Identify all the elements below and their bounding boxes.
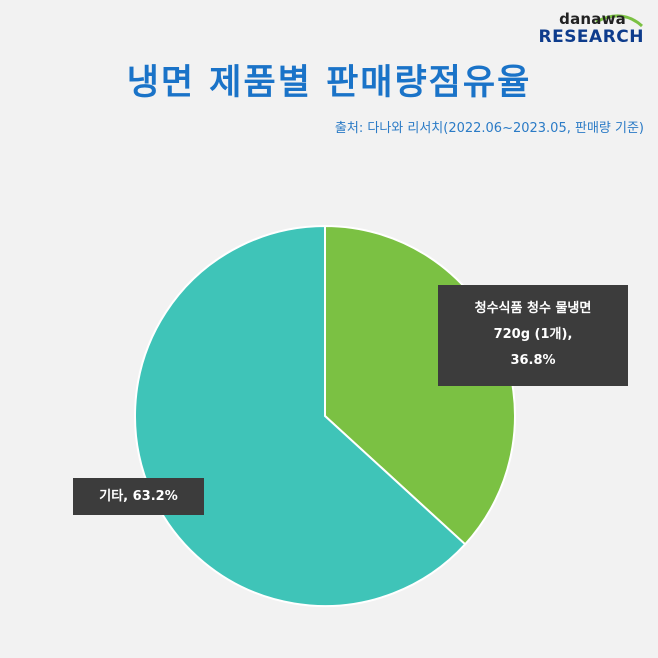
- chart-title: 냉면 제품별 판매량점유율: [126, 63, 532, 103]
- logo-arc-icon: [595, 14, 644, 28]
- danawa-research-logo: danawa RESEARCH: [534, 10, 644, 50]
- logo-research-text: RESEARCH: [538, 27, 644, 47]
- data-label-other-line1: 기타, 63.2%: [99, 489, 178, 504]
- data-label-cheongsu-line3: 36.8%: [510, 353, 556, 368]
- data-label-cheongsu: 청수식품 청수 물냉면 720g (1개), 36.8%: [438, 285, 628, 386]
- data-label-other: 기타, 63.2%: [73, 478, 204, 515]
- chart-source: 출처: 다나와 리서치(2022.06~2023.05, 판매량 기준): [334, 121, 644, 136]
- logo-danawa-text: danawa: [559, 10, 626, 28]
- data-label-cheongsu-line2: 720g (1개),: [493, 327, 573, 342]
- data-label-cheongsu-line1: 청수식품 청수 물냉면: [474, 301, 592, 316]
